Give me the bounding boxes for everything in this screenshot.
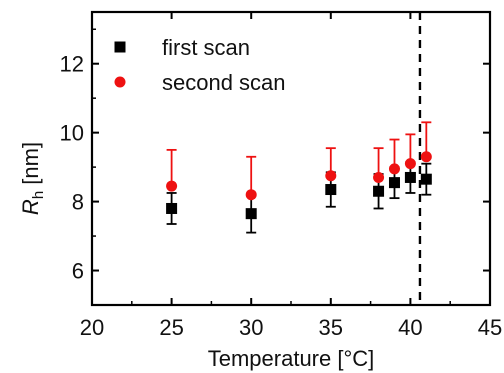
legend: first scan second scan [114,35,286,95]
data-point-first-scan [420,173,432,185]
data-point-first-scan [373,185,385,197]
x-tick-label: 25 [159,315,183,340]
x-tick-label: 20 [80,315,104,340]
y-tick-label: 10 [60,121,84,146]
data-point-first-scan [166,202,178,214]
y-tick-label: 12 [60,52,84,77]
data-point-second-scan [404,158,416,170]
legend-label: second scan [162,70,286,95]
data-point-first-scan [404,171,416,183]
y-tick-label: 8 [72,190,84,215]
legend-label: first scan [162,35,250,60]
x-tick-label: 45 [478,315,502,340]
data-point-second-scan [388,163,400,175]
legend-marker-second-scan [114,76,126,88]
data-layer [166,12,432,305]
data-point-second-scan [245,189,257,201]
data-point-second-scan [325,170,337,182]
legend-marker-first-scan [114,41,126,53]
axes-layer [90,10,492,307]
x-axis-title: Temperature [°C] [208,346,375,371]
y-tick-label: 6 [72,259,84,284]
data-point-second-scan [420,151,432,163]
data-point-second-scan [166,180,178,192]
data-point-first-scan [325,184,337,196]
y-axis-title: Rh [nm] [18,142,47,215]
data-point-first-scan [388,177,400,189]
x-tick-label: 30 [239,315,263,340]
labels-layer: 20 25 30 35 40 45 6 8 10 12 Temperature [°C] Rh [nm… [18,52,502,371]
data-point-second-scan [373,171,385,183]
x-tick-label: 40 [398,315,422,340]
x-tick-label: 35 [319,315,343,340]
data-point-first-scan [245,208,257,220]
